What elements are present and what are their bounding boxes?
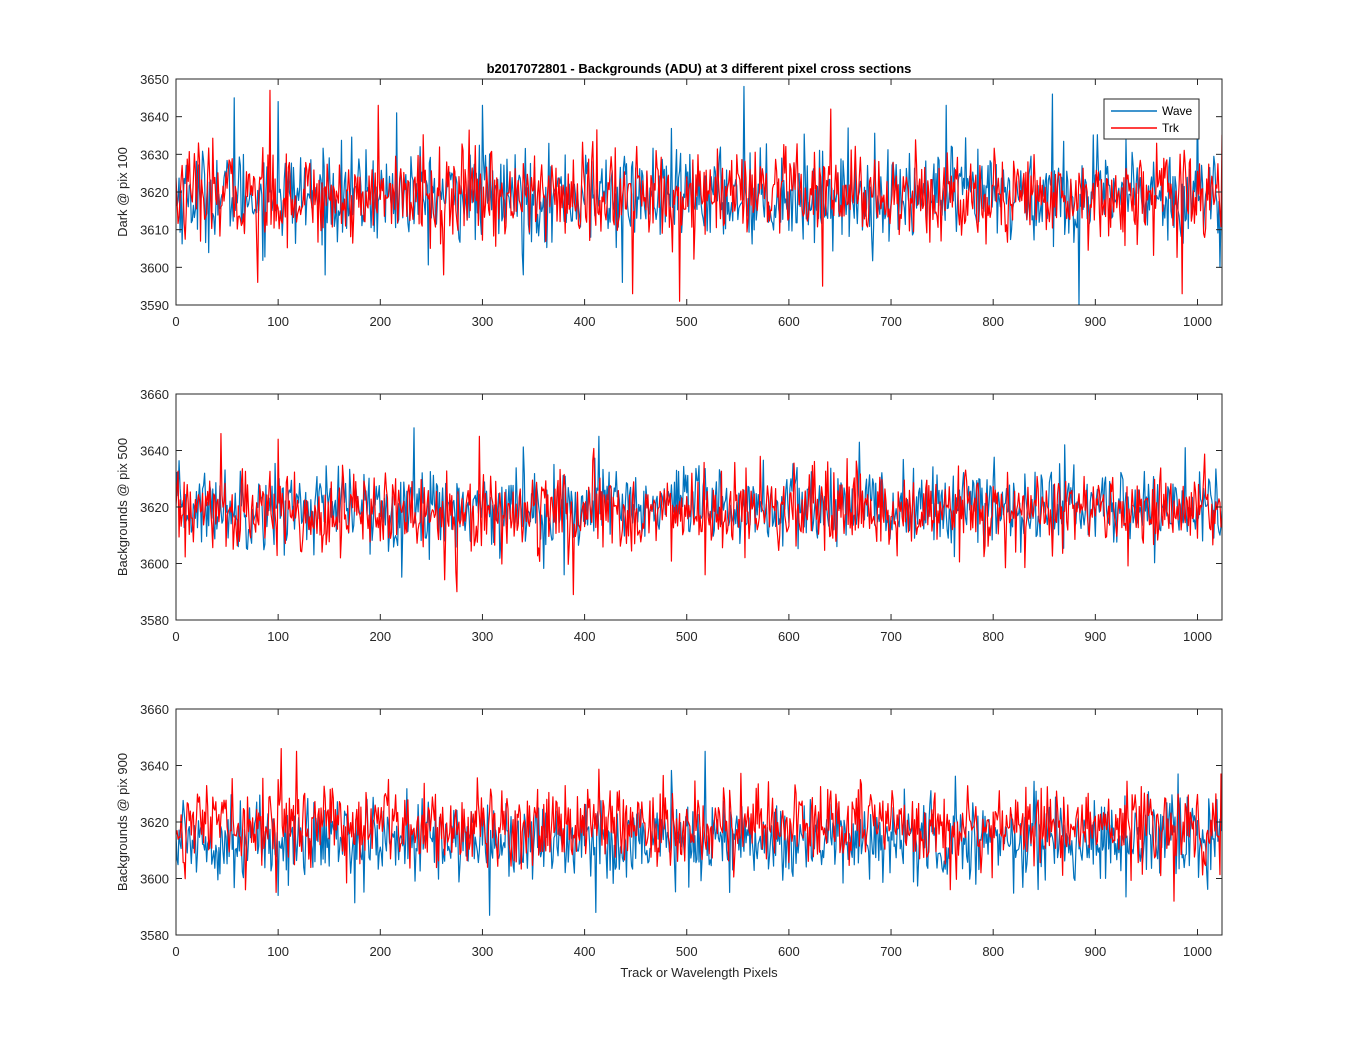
y-tick-label: 3640: [140, 110, 169, 125]
x-tick-label: 400: [574, 944, 596, 959]
y-tick-label: 3580: [140, 613, 169, 628]
x-tick-label: 200: [369, 944, 391, 959]
x-tick-label: 0: [172, 944, 179, 959]
y-tick-label: 3620: [140, 815, 169, 830]
x-tick-label: 800: [982, 314, 1004, 329]
x-tick-label: 300: [472, 314, 494, 329]
x-tick-label: 100: [267, 944, 289, 959]
x-tick-label: 500: [676, 944, 698, 959]
series-line-wave-subplot-2: [176, 427, 1222, 578]
x-tick-label: 200: [369, 314, 391, 329]
legend-box: [1103, 98, 1200, 140]
y-tick-label: 3600: [140, 557, 169, 572]
x-tick-label: 500: [676, 314, 698, 329]
x-tick-label: 400: [574, 629, 596, 644]
subplot-3: 0 100 200 300 400 500 600 700 800 900 1000 3580 3600…: [115, 702, 1223, 959]
legend: Wave Trk: [1103, 98, 1200, 140]
x-tick-label: 200: [369, 629, 391, 644]
y-tick-label: 3640: [140, 759, 169, 774]
subplots-group: 0 100 200 300 400 500 600 700 800 900 100035903600…: [115, 72, 1223, 959]
y-tick-label: 3600: [140, 260, 169, 275]
y-tick-label: 3660: [140, 702, 169, 717]
y-tick-label: 3610: [140, 223, 169, 238]
x-tick-label: 0: [172, 314, 179, 329]
y-tick-label: 3620: [140, 500, 169, 515]
y-tick-label: 3600: [140, 872, 169, 887]
x-tick-label: 800: [982, 944, 1004, 959]
x-tick-label: 0: [172, 629, 179, 644]
y-tick-label: 3590: [140, 298, 169, 313]
x-tick-label: 1000: [1183, 314, 1212, 329]
x-tick-label: 300: [472, 944, 494, 959]
subplot-1: 0 100 200 300 400 500 600 700 800 900 1000 3590 3600…: [115, 72, 1223, 329]
legend-trk-label: Trk: [1162, 121, 1180, 135]
y-tick-label: 3660: [140, 387, 169, 402]
x-axis-label: Track or Wavelength Pixels: [620, 965, 778, 980]
y-tick-label: 3620: [140, 185, 169, 200]
x-tick-label: 900: [1084, 314, 1106, 329]
figure-title: b2017072801 - Backgrounds (ADU) at 3 dif…: [487, 61, 912, 76]
y-axis-label-subplot-3: Backgrounds @ pix 900: [115, 753, 130, 891]
x-tick-label: 100: [267, 629, 289, 644]
x-tick-label: 1000: [1183, 944, 1212, 959]
x-tick-label: 700: [880, 314, 902, 329]
series-line-wave-subplot-3: [176, 750, 1222, 916]
x-tick-label: 600: [778, 629, 800, 644]
legend-wave-label: Wave: [1162, 104, 1193, 118]
y-axis-label-subplot-1: Dark @ pix 100: [115, 147, 130, 237]
y-tick-label: 3630: [140, 147, 169, 162]
x-tick-label: 100: [267, 314, 289, 329]
x-tick-label: 300: [472, 629, 494, 644]
subplot-2: 0 100 200 300 400 500 600 700 800 900 1000 3580 3600…: [115, 387, 1223, 644]
series-line-trk-subplot-3: [176, 747, 1222, 902]
series-line-trk-subplot-2: [176, 432, 1222, 596]
x-tick-label: 1000: [1183, 629, 1212, 644]
x-tick-label: 900: [1084, 629, 1106, 644]
x-tick-label: 400: [574, 314, 596, 329]
x-tick-label: 700: [880, 629, 902, 644]
x-tick-label: 500: [676, 629, 698, 644]
x-tick-label: 700: [880, 944, 902, 959]
x-tick-label: 600: [778, 944, 800, 959]
x-tick-label: 800: [982, 629, 1004, 644]
x-tick-label: 600: [778, 314, 800, 329]
y-axis-label-subplot-2: Backgrounds @ pix 500: [115, 438, 130, 576]
y-tick-label: 3640: [140, 444, 169, 459]
y-tick-label: 3650: [140, 72, 169, 87]
x-tick-label: 900: [1084, 944, 1106, 959]
y-tick-label: 3580: [140, 928, 169, 943]
series-line-trk-subplot-1: [176, 89, 1222, 302]
